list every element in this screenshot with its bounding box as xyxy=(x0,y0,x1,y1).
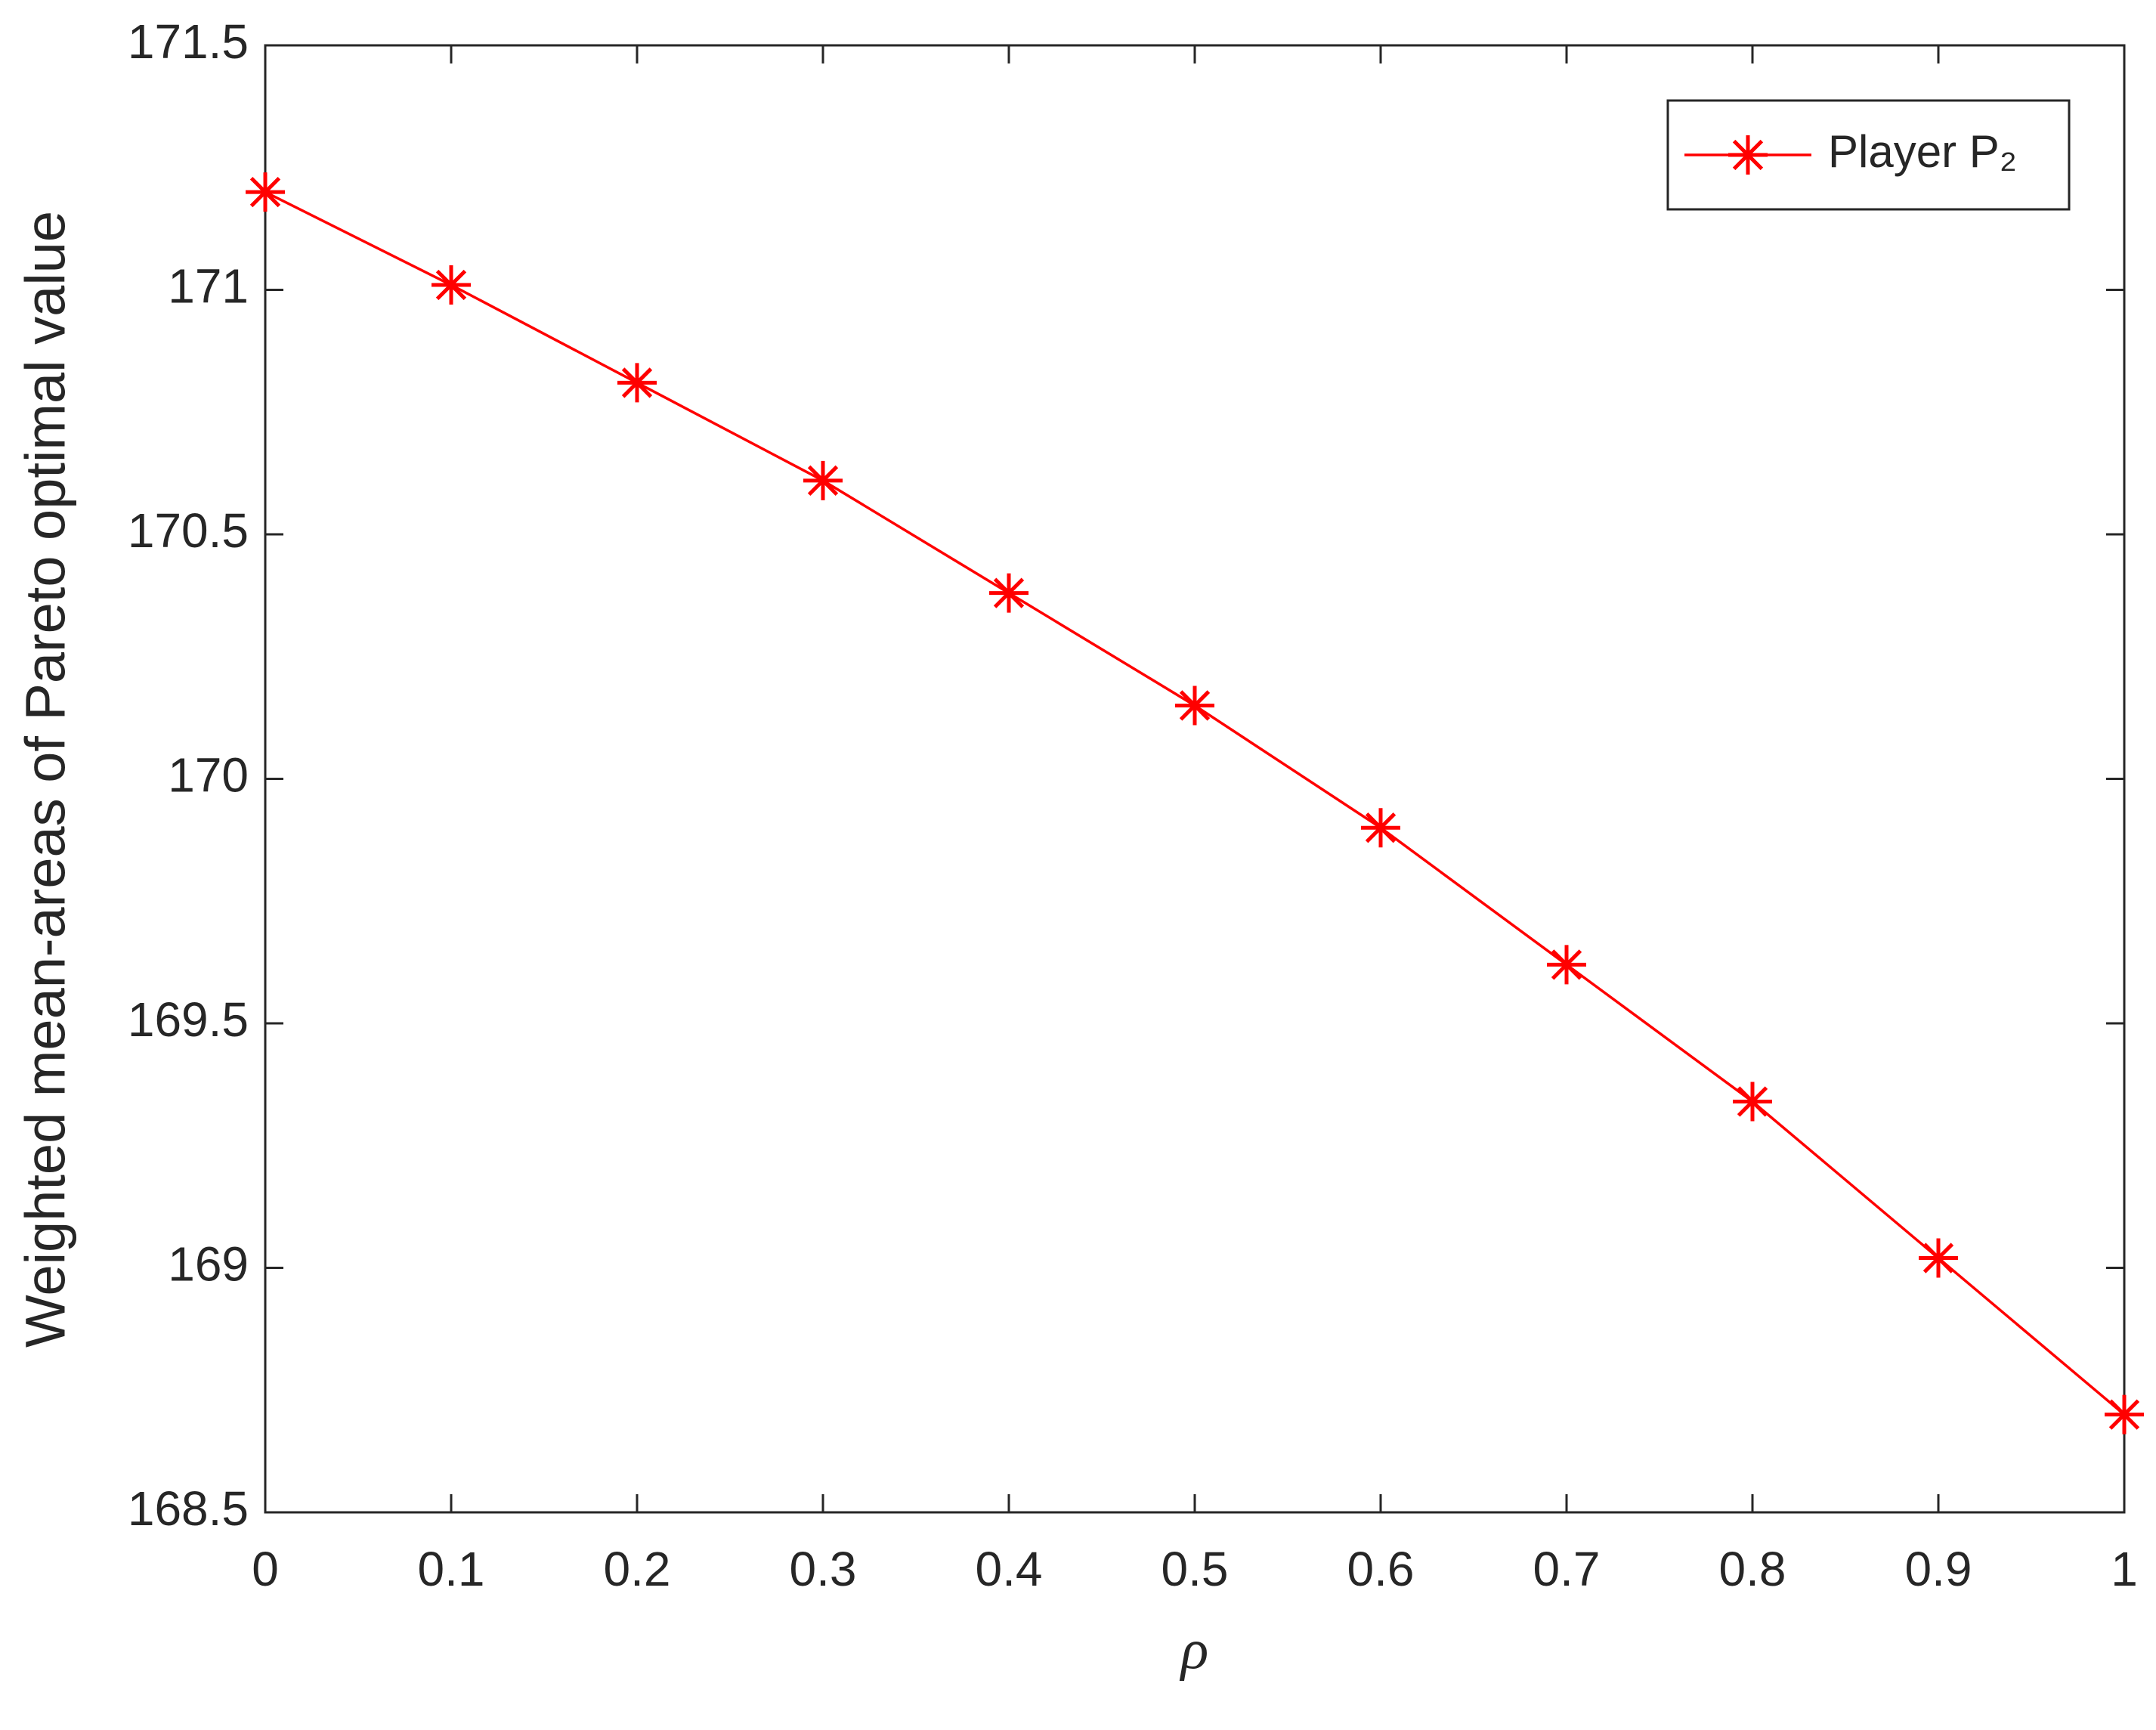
marker-stroke xyxy=(1732,139,1764,171)
y-axis-label: Weighted mean-areas of Pareto optimal va… xyxy=(14,211,77,1348)
plot-frame xyxy=(264,44,2126,1514)
y-tick-label: 171.5 xyxy=(128,14,249,69)
marker-stroke xyxy=(1737,1086,1768,1117)
data-point xyxy=(1175,686,1214,726)
x-tick-label: 0.4 xyxy=(976,1542,1043,1596)
marker-stroke xyxy=(993,577,1025,608)
x-tick-label: 0.8 xyxy=(1719,1542,1786,1596)
y-tick-label: 169 xyxy=(168,1236,249,1291)
data-point xyxy=(1547,945,1586,985)
marker-stroke xyxy=(1365,812,1397,843)
x-tick-label: 0.6 xyxy=(1347,1542,1415,1596)
data-point xyxy=(617,363,657,403)
y-tick-label: 171 xyxy=(168,258,249,313)
data-point xyxy=(1361,808,1400,848)
y-tick-label: 170.5 xyxy=(128,503,249,558)
x-tick-label: 0.5 xyxy=(1162,1542,1229,1596)
marker-stroke xyxy=(1551,949,1582,980)
y-tick-label: 168.5 xyxy=(128,1481,249,1536)
legend-marker xyxy=(1728,135,1768,175)
legend-label: Player P₂ xyxy=(1828,126,2017,177)
marker-stroke xyxy=(249,176,281,208)
x-tick-label: 0 xyxy=(252,1542,279,1596)
data-point xyxy=(1733,1082,1772,1122)
x-tick-label: 0.7 xyxy=(1533,1542,1601,1596)
x-tick-label: 0.1 xyxy=(418,1542,485,1596)
x-tick-label: 0.3 xyxy=(790,1542,857,1596)
data-point xyxy=(246,172,285,212)
marker-stroke xyxy=(2108,1399,2140,1430)
data-point xyxy=(989,573,1029,613)
data-point xyxy=(432,265,471,305)
x-tick-label: 0.9 xyxy=(1905,1542,1972,1596)
marker-stroke xyxy=(435,269,467,301)
marker-stroke xyxy=(1922,1243,1954,1274)
x-tick-label: 1 xyxy=(2111,1542,2138,1596)
data-point xyxy=(2105,1394,2144,1434)
marker-stroke xyxy=(1179,690,1211,721)
y-tick-label: 169.5 xyxy=(128,992,249,1047)
x-axis-label: ρ xyxy=(1180,1617,1208,1681)
data-point xyxy=(1919,1238,1958,1278)
marker-stroke xyxy=(807,465,839,496)
data-point xyxy=(803,460,843,500)
x-tick-label: 0.2 xyxy=(604,1542,671,1596)
marker-stroke xyxy=(621,367,653,398)
y-tick-label: 170 xyxy=(168,747,249,802)
